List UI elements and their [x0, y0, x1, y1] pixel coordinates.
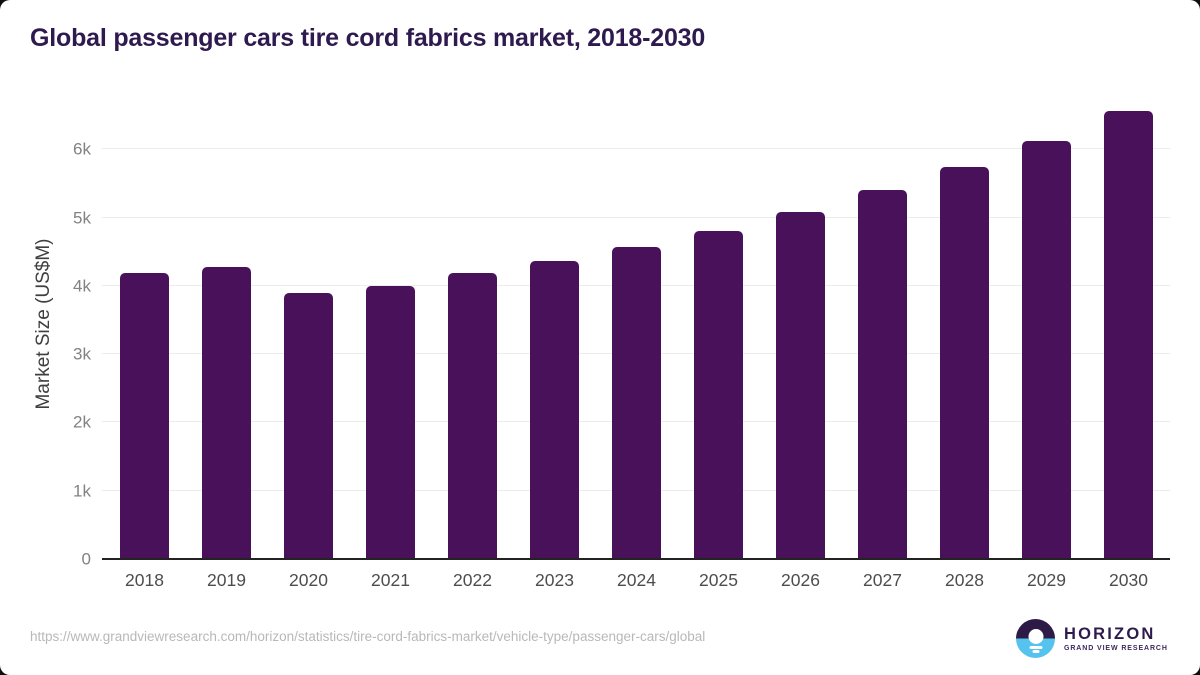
bar-2018: [120, 272, 169, 559]
chart-title: Global passenger cars tire cord fabrics …: [30, 24, 706, 52]
sun-reflection-line: [1029, 646, 1042, 649]
bar-2030: [1104, 111, 1153, 559]
x-axis-line: [102, 558, 1170, 560]
gridline-5k: [102, 216, 1170, 218]
bar-2019: [202, 266, 251, 559]
xtick-2019: 2019: [207, 570, 246, 590]
y-axis-tick-labels: 0 1k 2k 3k 4k 5k 6k: [0, 89, 91, 568]
bar-2027: [858, 190, 907, 559]
plot-area: [102, 89, 1170, 559]
bar-2023: [530, 261, 579, 559]
xtick-2026: 2026: [781, 570, 820, 590]
ytick-3k: 3k: [73, 344, 91, 364]
xtick-2020: 2020: [289, 570, 328, 590]
ytick-6k: 6k: [73, 139, 91, 159]
bar-2021: [366, 285, 415, 559]
bar-2025: [694, 230, 743, 559]
ytick-0: 0: [81, 549, 91, 569]
xtick-2022: 2022: [453, 570, 492, 590]
x-axis-tick-labels: 2018 2019 2020 2021 2022 2023 2024 2025 2026 2027…: [102, 570, 1170, 596]
xtick-2023: 2023: [535, 570, 574, 590]
gridline-6k: [102, 148, 1170, 150]
source-url: https://www.grandviewresearch.com/horizo…: [30, 629, 706, 644]
horizon-sunrise-icon: [1016, 619, 1055, 658]
bar-2024: [612, 246, 661, 559]
sun-reflection-line: [1032, 650, 1039, 653]
xtick-2030: 2030: [1109, 570, 1148, 590]
sun-glyph: [1028, 629, 1043, 644]
horizon-logo: HORIZON GRAND VIEW RESEARCH: [1016, 619, 1168, 658]
logo-text: HORIZON GRAND VIEW RESEARCH: [1064, 625, 1168, 652]
bar-2020: [284, 292, 333, 559]
ytick-4k: 4k: [73, 276, 91, 296]
xtick-2027: 2027: [863, 570, 902, 590]
xtick-2029: 2029: [1027, 570, 1066, 590]
xtick-2028: 2028: [945, 570, 984, 590]
bar-2028: [940, 167, 989, 559]
xtick-2024: 2024: [617, 570, 656, 590]
bar-2026: [776, 211, 825, 559]
ytick-1k: 1k: [73, 481, 91, 501]
xtick-2018: 2018: [125, 570, 164, 590]
ytick-5k: 5k: [73, 208, 91, 227]
bar-2029: [1022, 141, 1071, 559]
logo-subtitle: GRAND VIEW RESEARCH: [1064, 645, 1168, 653]
ytick-2k: 2k: [73, 412, 91, 432]
xtick-2025: 2025: [699, 570, 738, 590]
logo-title: HORIZON: [1064, 624, 1156, 643]
bar-2022: [448, 273, 497, 559]
xtick-2021: 2021: [371, 570, 410, 590]
